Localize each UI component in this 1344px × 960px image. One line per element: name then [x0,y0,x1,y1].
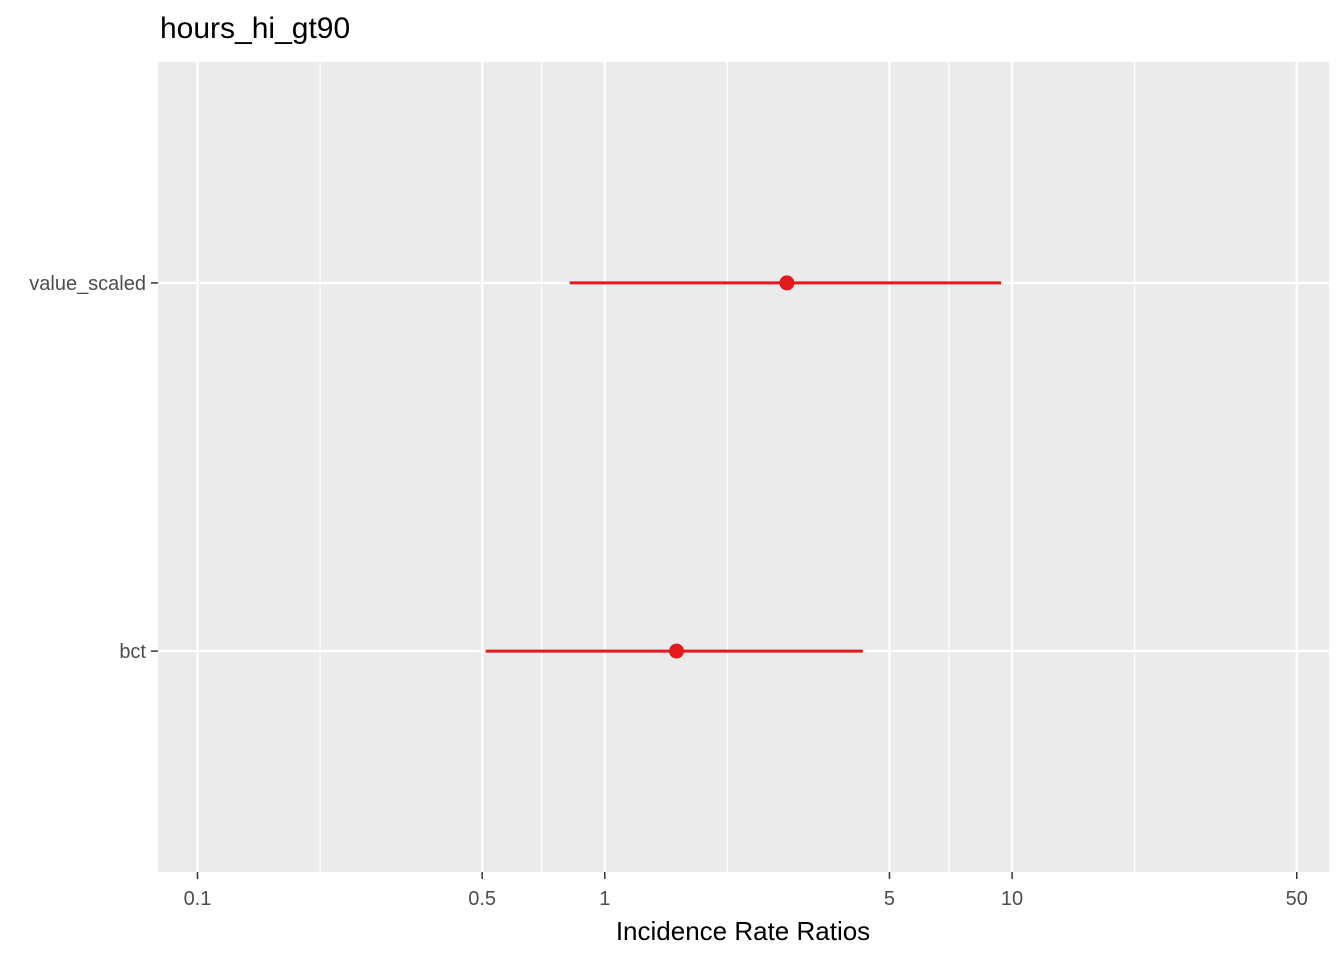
y-tick-label: bct [119,641,146,663]
x-tick-label: 1 [599,888,610,910]
x-tick-label: 0.1 [184,888,212,910]
x-tick-label: 10 [1001,888,1023,910]
x-axis-title: Incidence Rate Ratios [616,916,870,946]
x-axis: 0.1 0.5 1 5 10 50 [184,872,1308,910]
x-tick-label: 50 [1286,888,1308,910]
x-tick-label: 0.5 [468,888,496,910]
y-tick-label: value_scaled [29,273,146,295]
estimate-point [669,644,684,659]
x-tick-label: 5 [884,888,895,910]
plot-panel [158,62,1329,872]
estimate-point [779,275,794,290]
